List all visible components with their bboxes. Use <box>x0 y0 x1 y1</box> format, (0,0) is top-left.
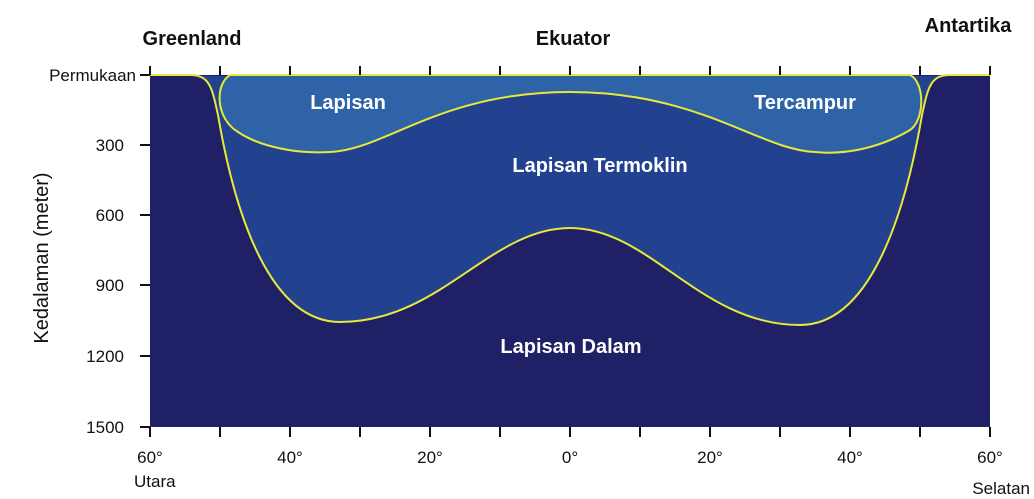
depth-label-1500: 1500 <box>86 418 124 437</box>
mixed-layer-label-left: Lapisan <box>310 92 386 114</box>
greenland-label: Greenland <box>143 28 242 50</box>
thermocline-bottom-boundary <box>150 74 990 327</box>
bottom-tick-marks <box>149 427 991 437</box>
mixed-layer-label-right: Tercampur <box>754 92 856 114</box>
latitude-label-0: 0° <box>562 448 578 467</box>
equator-label: Ekuator <box>536 28 611 50</box>
latitude-label-60-south: 60° <box>977 448 1003 467</box>
surface-label: Permukaan <box>49 66 136 85</box>
depth-label-1200: 1200 <box>86 347 124 366</box>
antarctica-label: Antartika <box>925 15 1013 37</box>
depth-tick-marks <box>140 74 150 428</box>
latitude-label-20-north: 20° <box>417 448 443 467</box>
latitude-label-20-south: 20° <box>697 448 723 467</box>
depth-label-900: 900 <box>96 276 124 295</box>
south-label: Selatan <box>972 479 1030 498</box>
latitude-label-60-north: 60° <box>137 448 163 467</box>
depth-label-300: 300 <box>96 136 124 155</box>
depth-label-600: 600 <box>96 206 124 225</box>
north-label: Utara <box>134 472 176 491</box>
thermocline-layer-label: Lapisan Termoklin <box>512 155 687 177</box>
depth-axis-title: Kedalaman (meter) <box>31 172 53 343</box>
mixed-layer-region <box>218 74 923 154</box>
deep-layer-label: Lapisan Dalam <box>500 336 641 358</box>
top-tick-marks <box>149 66 991 75</box>
latitude-label-40-north: 40° <box>277 448 303 467</box>
latitude-label-40-south: 40° <box>837 448 863 467</box>
